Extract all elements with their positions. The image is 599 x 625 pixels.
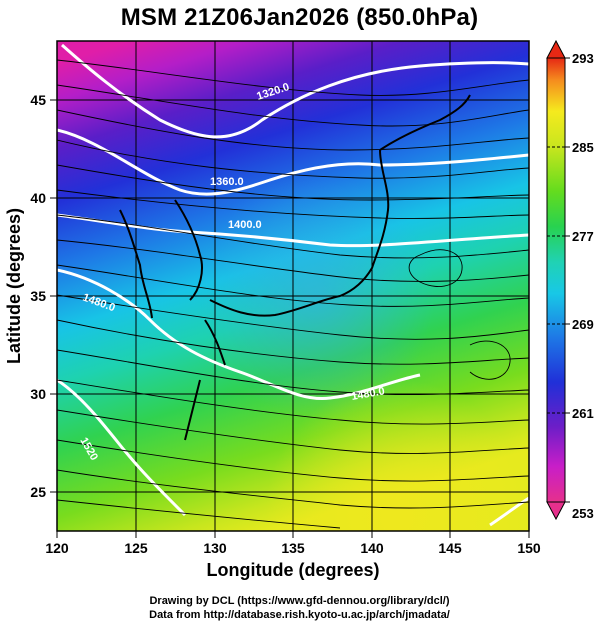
map-title: MSM 21Z06Jan2026 (850.0hPa) [120,4,479,31]
contour-label: 1360.0 [210,176,244,188]
y-tick-label: 30 [30,386,46,402]
y-tick-label: 40 [30,190,46,206]
x-tick-label: 150 [517,540,541,556]
y-tick-label: 35 [30,288,46,304]
colorbar-tick-label: 277 [572,229,594,244]
x-tick-label: 140 [360,540,384,556]
colorbar-max-arrow [546,39,566,59]
x-tick-label: 145 [438,540,462,556]
credit-drawing: Drawing by DCL (https://www.gfd-dennou.o… [149,595,450,607]
axis-ticks [50,99,530,538]
colorbar-tick-label: 293 [572,51,594,66]
x-tick-label: 130 [203,540,227,556]
graticule [57,41,529,531]
height-contours [57,43,529,527]
contour-label: 1480.0 [350,385,385,403]
x-tick-label: 125 [124,540,148,556]
colorbar-tick-label: 285 [572,140,594,155]
colorbar-tick-label: 269 [572,317,594,332]
y-tick-label: 45 [30,92,46,108]
wind-streamlines [57,59,529,529]
x-tick-label: 135 [281,540,305,556]
credit-data: Data from http://database.rish.kyoto-u.a… [149,609,450,621]
colorbar-min-arrow [546,501,566,521]
colorbar-tick-label: 261 [572,406,594,421]
x-axis-title: Longitude (degrees) [206,560,379,580]
y-tick-label: 25 [30,484,46,500]
contour-label: 1400.0 [228,219,262,231]
colorbar-tick-label: 253 [572,506,594,521]
y-axis-title: Latitude (degrees) [4,208,24,364]
coastlines [119,94,471,441]
x-tick-label: 120 [45,540,69,556]
colorbar: 293 285 277 269 261 253 [546,39,594,521]
